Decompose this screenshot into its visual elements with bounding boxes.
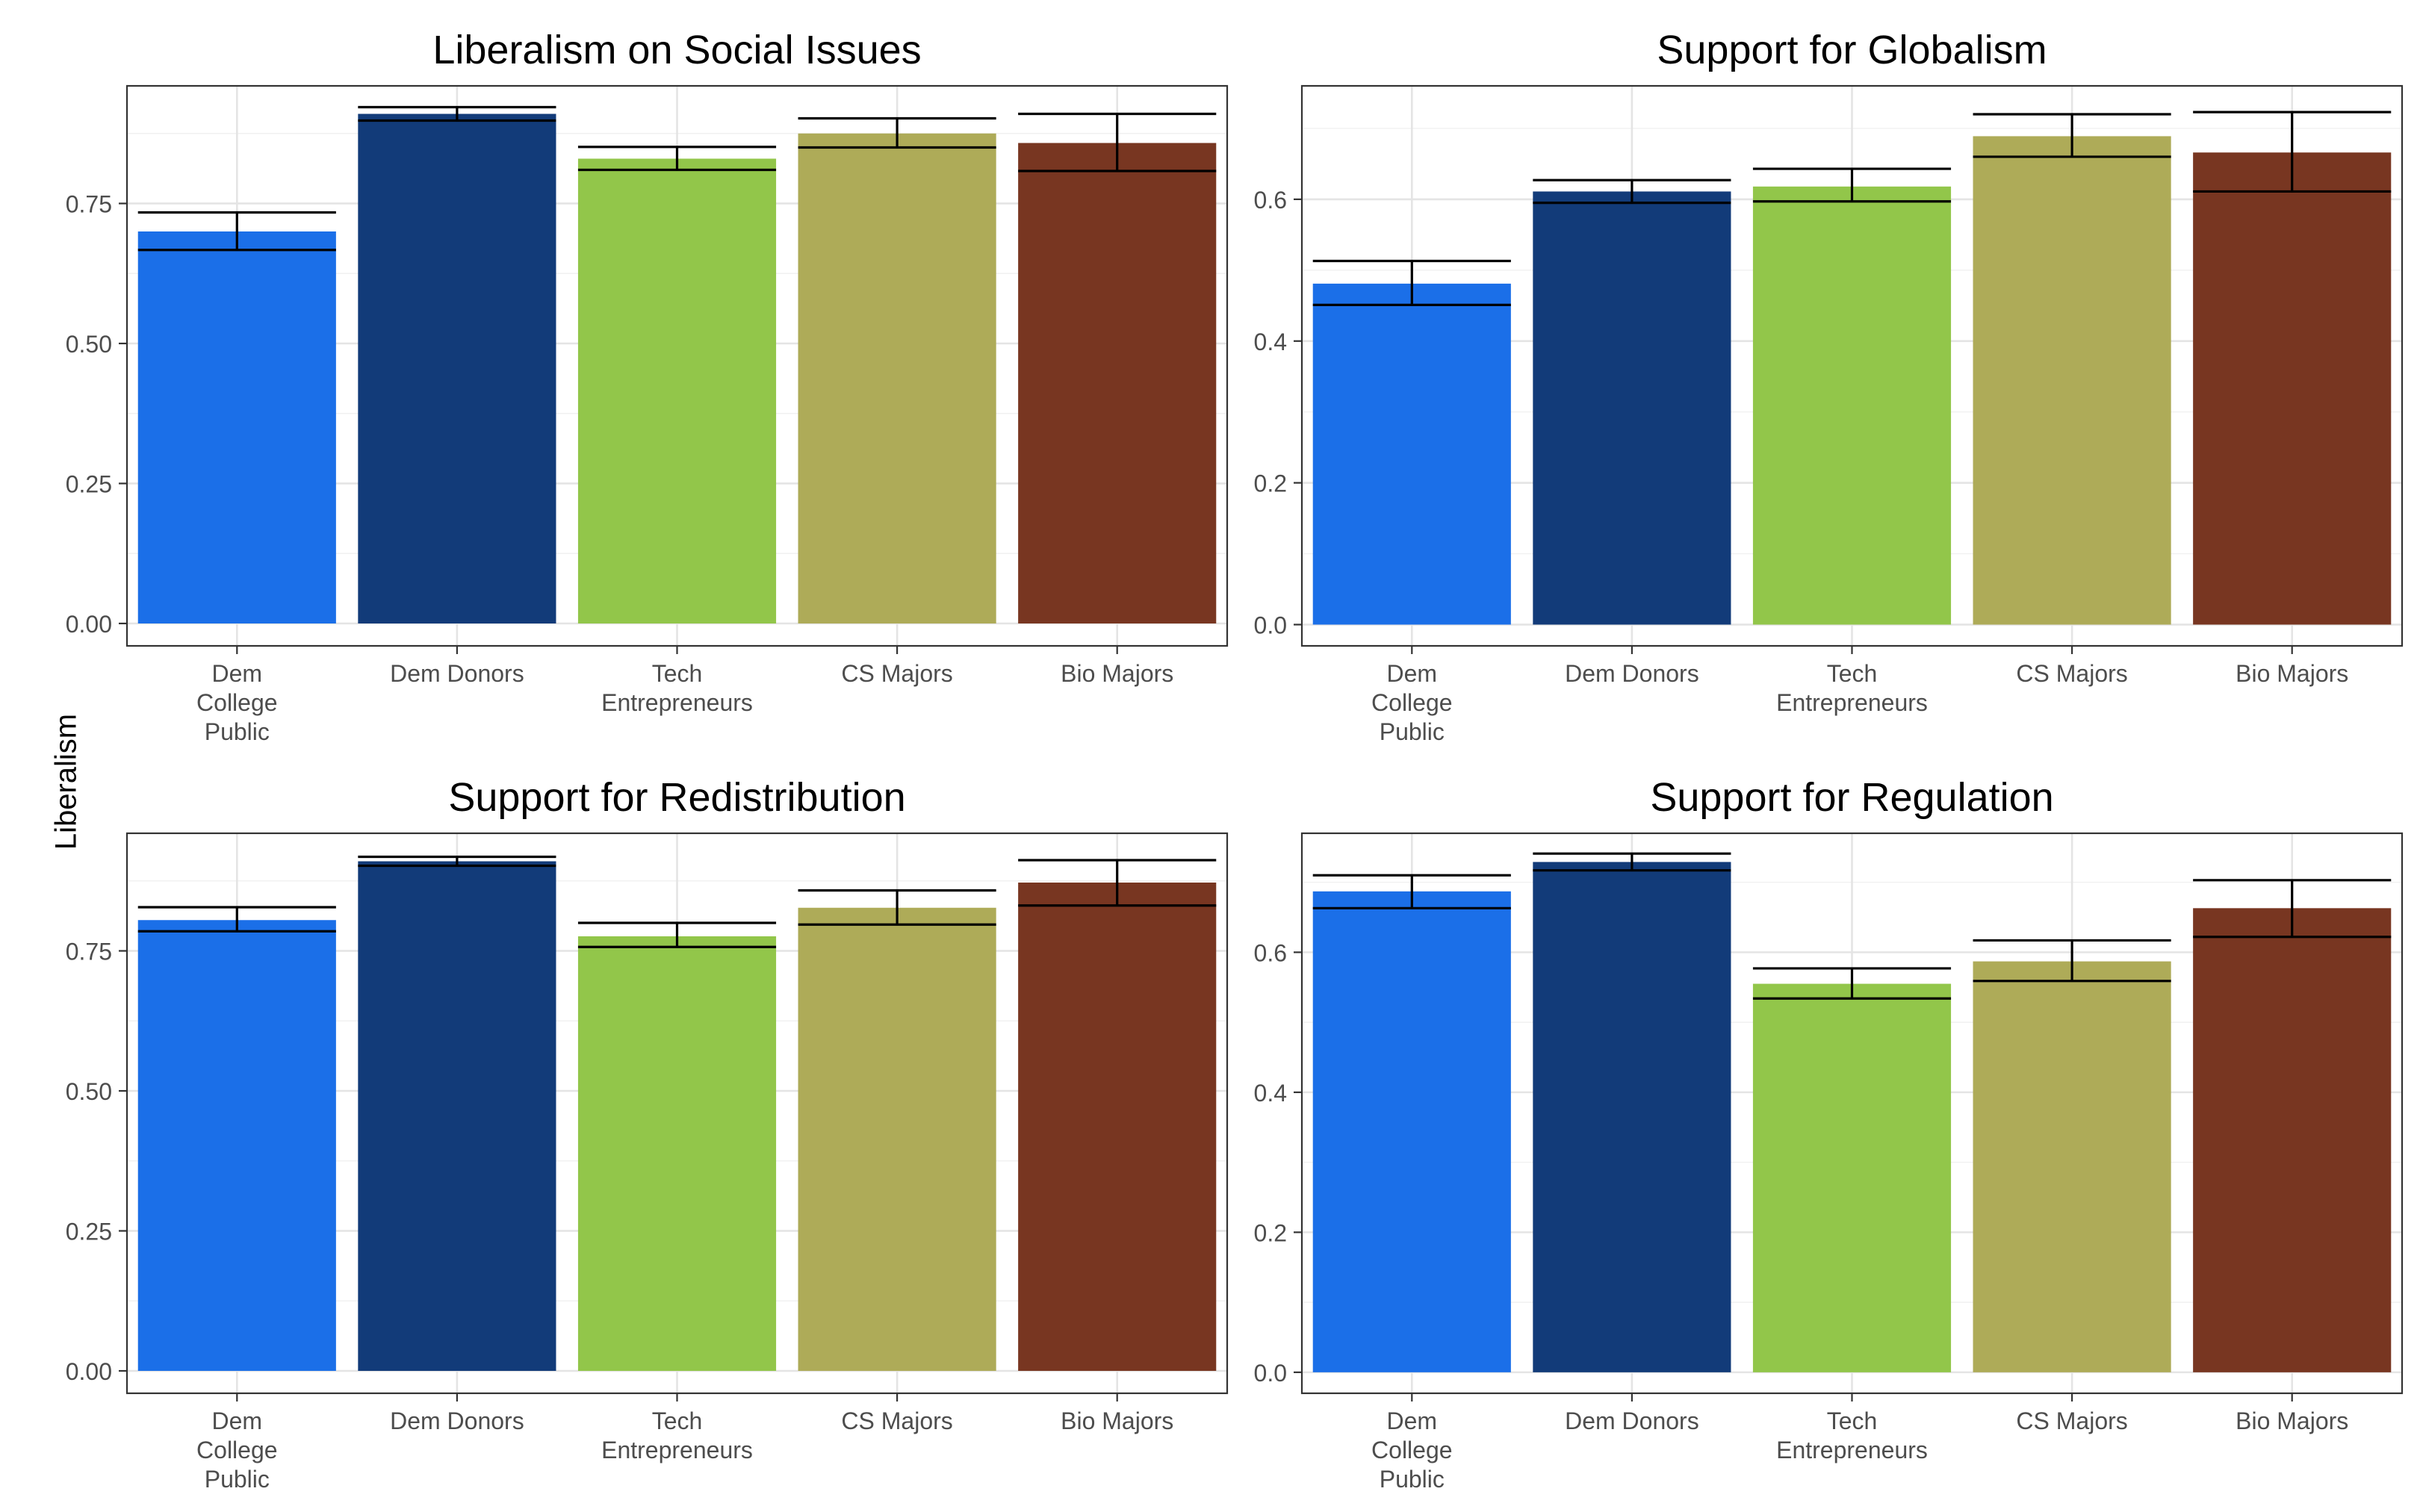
x-tick-label-line: Entrepreneurs (601, 689, 753, 716)
y-tick-label: 0.75 (66, 939, 112, 965)
panel-title: Support for Globalism (1657, 28, 2047, 72)
x-tick-label-line: Dem (1387, 660, 1438, 687)
x-tick-label: Bio Majors (2236, 1407, 2348, 1434)
x-tick-label-line: Dem Donors (390, 1407, 524, 1434)
bar (1752, 186, 1952, 625)
y-axis-title: Liberalism (50, 700, 84, 850)
x-tick-label-line: Dem Donors (1565, 1407, 1699, 1434)
x-tick-label-line: Tech (1827, 1407, 1878, 1434)
x-tick-label: Tech Entrepreneurs (1776, 1407, 1928, 1463)
y-tick-label: 0.50 (66, 1078, 112, 1105)
bar (577, 158, 777, 623)
y-tick-label: 0.00 (66, 611, 112, 638)
x-tick-label-line: Tech (1827, 660, 1878, 687)
bar (137, 920, 336, 1371)
x-tick-label-line: Public (205, 1466, 270, 1493)
x-tick-label-line: College (1371, 689, 1453, 716)
x-tick-label-line: Dem (212, 1407, 263, 1434)
x-tick-label: Tech Entrepreneurs (601, 1407, 753, 1463)
chart-panel-2: 0.0 0.2 0.4 0.6 Dem College Public Dem Donors Te… (1254, 28, 2404, 745)
y-tick-label: 0.4 (1254, 1080, 1287, 1107)
chart-panel-1: 0.00 0.25 0.50 0.75 Dem College Public Dem Dono… (66, 28, 1229, 745)
y-tick-label: 0.2 (1254, 470, 1287, 497)
x-tick-label: Bio Majors (1061, 1407, 1173, 1434)
x-tick-label: Bio Majors (1061, 660, 1173, 687)
x-tick-label-line: Tech (652, 660, 703, 687)
panel-title: Liberalism on Social Issues (432, 28, 921, 72)
x-tick-label-line: Public (1380, 718, 1445, 745)
x-tick-label-line: Dem (212, 660, 263, 687)
y-tick-label: 0.6 (1254, 187, 1287, 214)
bar (798, 133, 996, 623)
x-tick-label-line: College (1371, 1437, 1453, 1463)
x-tick-label: CS Majors (841, 660, 952, 687)
x-tick-label: Dem Donors (1565, 1407, 1699, 1434)
bar (1018, 883, 1217, 1371)
chart-panel-3: 0.00 0.25 0.50 0.75 Dem College Public Dem Dono… (66, 775, 1229, 1493)
x-tick-label-line: Bio Majors (1061, 660, 1173, 687)
x-tick-label: Tech Entrepreneurs (1776, 660, 1928, 716)
bar (1018, 143, 1217, 623)
bar (358, 861, 556, 1371)
bar (798, 907, 996, 1371)
x-tick-label: Bio Majors (2236, 660, 2348, 687)
y-tick-label: 0.50 (66, 331, 112, 358)
x-tick-label: Dem College Public (196, 660, 278, 745)
bar (1973, 961, 2171, 1372)
bar (1312, 891, 1511, 1372)
x-tick-label-line: CS Majors (2016, 660, 2127, 687)
x-tick-label-line: Bio Majors (2236, 1407, 2348, 1434)
x-tick-label-line: Entrepreneurs (1776, 1437, 1928, 1463)
y-tick-label: 0.0 (1254, 1360, 1287, 1387)
x-tick-label-line: College (196, 689, 278, 716)
y-tick-label: 0.00 (66, 1358, 112, 1385)
panel-title: Support for Redistribution (448, 775, 905, 820)
bar (137, 231, 336, 623)
y-tick-label: 0.0 (1254, 612, 1287, 639)
x-tick-label-line: Tech (652, 1407, 703, 1434)
x-tick-label: Dem College Public (1371, 1407, 1453, 1493)
bar (1973, 136, 2171, 625)
x-tick-label-line: College (196, 1437, 278, 1463)
bar (1533, 191, 1731, 625)
y-tick-label: 0.25 (66, 471, 112, 498)
y-tick-label: 0.2 (1254, 1219, 1287, 1246)
x-tick-label-line: Public (205, 718, 270, 745)
bar (1752, 983, 1952, 1372)
y-tick-label: 0.75 (66, 191, 112, 218)
x-tick-label: Tech Entrepreneurs (601, 660, 753, 716)
x-tick-label-line: CS Majors (841, 1407, 952, 1434)
y-tick-label: 0.4 (1254, 329, 1287, 355)
y-tick-label: 0.6 (1254, 939, 1287, 966)
bar (2193, 908, 2392, 1372)
bar (2193, 152, 2392, 625)
x-tick-label-line: Bio Majors (1061, 1407, 1173, 1434)
x-tick-label: Dem Donors (1565, 660, 1699, 687)
x-tick-label-line: Dem Donors (1565, 660, 1699, 687)
x-tick-label: Dem Donors (390, 1407, 524, 1434)
x-tick-label-line: CS Majors (841, 660, 952, 687)
x-tick-label: CS Majors (841, 1407, 952, 1434)
x-tick-label-line: Bio Majors (2236, 660, 2348, 687)
x-tick-label-line: Public (1380, 1466, 1445, 1493)
x-tick-label-line: Dem Donors (390, 660, 524, 687)
x-tick-label-line: CS Majors (2016, 1407, 2127, 1434)
y-tick-label: 0.25 (66, 1219, 112, 1245)
y-axis-title-text: Liberalism (49, 713, 83, 850)
panel-title: Support for Regulation (1650, 775, 2053, 820)
x-tick-label: Dem College Public (196, 1407, 278, 1493)
bar (1533, 862, 1731, 1372)
x-tick-label: CS Majors (2016, 1407, 2127, 1434)
x-tick-label: CS Majors (2016, 660, 2127, 687)
x-tick-label-line: Entrepreneurs (601, 1437, 753, 1463)
bar (577, 936, 777, 1371)
x-tick-label-line: Dem (1387, 1407, 1438, 1434)
chart-panel-4: 0.0 0.2 0.4 0.6 Dem College Public Dem Donors Te… (1254, 775, 2404, 1493)
x-tick-label: Dem College Public (1371, 660, 1453, 745)
bar (358, 113, 556, 623)
x-tick-label: Dem Donors (390, 660, 524, 687)
bar (1312, 283, 1511, 625)
x-tick-label-line: Entrepreneurs (1776, 689, 1928, 716)
